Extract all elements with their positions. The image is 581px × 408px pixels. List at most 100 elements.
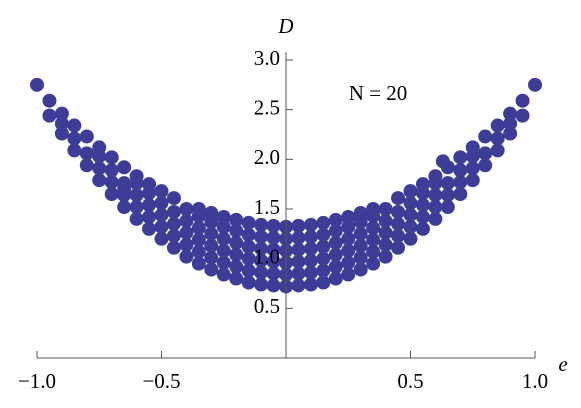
point (216, 267, 231, 282)
point (179, 225, 194, 240)
point (229, 223, 244, 238)
point (67, 131, 82, 146)
point (129, 188, 144, 203)
point (453, 150, 468, 165)
point (166, 240, 181, 255)
x-tick-label: 1.0 (522, 369, 548, 393)
point (67, 143, 82, 158)
point (328, 247, 343, 262)
point (453, 187, 468, 202)
point (403, 207, 418, 222)
point (391, 228, 406, 243)
point (316, 239, 331, 254)
point (254, 241, 269, 256)
point (478, 146, 493, 161)
point (254, 253, 269, 268)
point (229, 235, 244, 250)
point (241, 227, 256, 242)
y-tick-label: 3.0 (254, 46, 280, 70)
point (266, 254, 281, 269)
point (478, 129, 493, 144)
point (216, 219, 231, 234)
point (465, 140, 480, 155)
point (241, 239, 256, 254)
point (179, 249, 194, 264)
point (378, 249, 393, 264)
axes: −1.0 −0.5 0.5 1.0 0.5 1.0 1.5 2.0 2.5 3.0 (18, 46, 548, 393)
point (291, 254, 306, 269)
point (303, 229, 318, 244)
point (341, 255, 356, 270)
point (453, 175, 468, 190)
point (216, 231, 231, 246)
annotation: N = 20 (349, 81, 408, 105)
point (117, 200, 132, 215)
point (515, 108, 530, 123)
point (328, 223, 343, 238)
point (117, 160, 132, 175)
point (366, 220, 381, 235)
point (241, 251, 256, 266)
x-tick-label: 0.5 (397, 369, 423, 393)
point (204, 250, 219, 265)
point (254, 277, 269, 292)
point (378, 237, 393, 252)
point (465, 161, 480, 176)
point (266, 230, 281, 245)
point (229, 271, 244, 286)
point (42, 108, 57, 123)
point (366, 202, 381, 216)
point (179, 202, 194, 216)
point (30, 77, 44, 92)
point (54, 106, 69, 121)
point (54, 126, 69, 141)
point (415, 221, 430, 236)
point (241, 275, 256, 290)
point (415, 177, 430, 192)
point (303, 253, 318, 268)
point (316, 263, 331, 278)
point (403, 184, 418, 199)
point (428, 188, 443, 203)
point (303, 265, 318, 280)
point (241, 263, 256, 278)
point (92, 173, 107, 188)
point (154, 184, 169, 199)
y-tick-label: 0.5 (254, 294, 280, 318)
point (353, 238, 368, 253)
point (191, 220, 206, 235)
point (515, 93, 530, 108)
point (54, 116, 69, 131)
point (341, 231, 356, 246)
point (266, 218, 281, 233)
point (254, 217, 269, 232)
point (291, 266, 306, 281)
point (391, 216, 406, 231)
point (142, 177, 157, 192)
point (465, 173, 480, 188)
point (204, 205, 219, 220)
point (291, 218, 306, 233)
point (129, 169, 144, 184)
point (204, 238, 219, 253)
point (353, 205, 368, 220)
point (104, 150, 119, 165)
point (266, 278, 281, 293)
point (166, 216, 181, 231)
point (229, 212, 244, 227)
point (341, 243, 356, 258)
point (341, 219, 356, 234)
point (503, 116, 518, 131)
point (403, 219, 418, 234)
point (366, 232, 381, 247)
point (79, 158, 94, 173)
point (92, 161, 107, 176)
point (216, 255, 231, 270)
point (79, 129, 94, 144)
point (166, 191, 181, 206)
point (503, 126, 518, 141)
point (216, 243, 231, 258)
point (378, 213, 393, 228)
point (154, 231, 169, 246)
